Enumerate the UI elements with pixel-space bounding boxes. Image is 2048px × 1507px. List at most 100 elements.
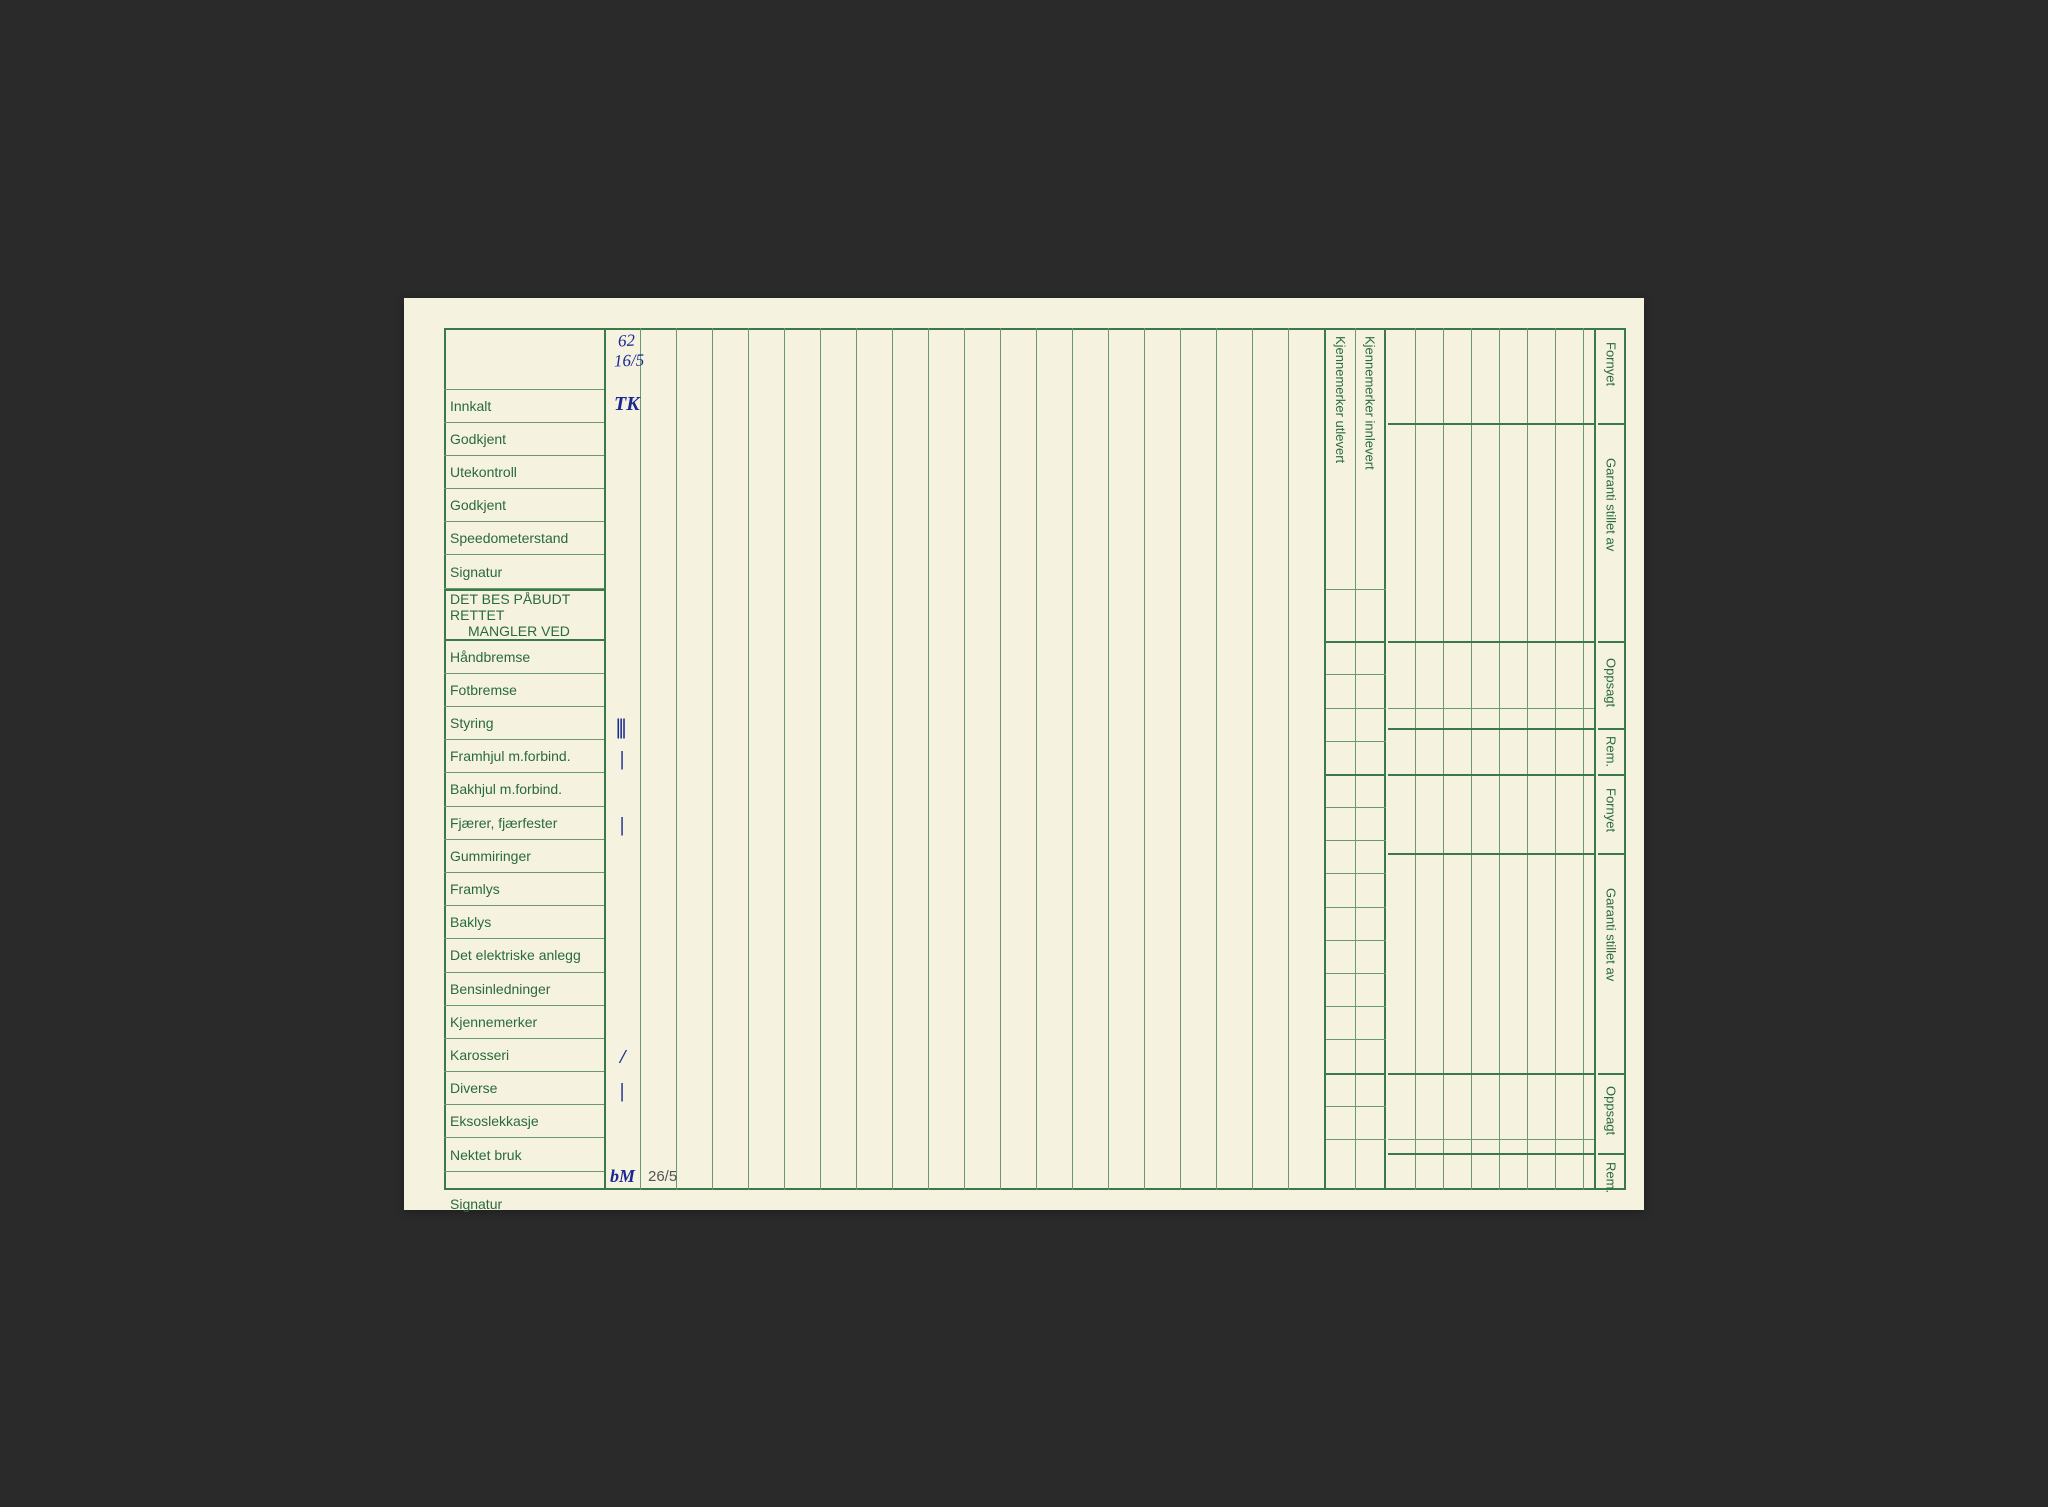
label-eksos: Eksoslekkasje xyxy=(450,1113,539,1129)
vline xyxy=(820,328,821,1190)
label-fotbremse: Fotbremse xyxy=(450,682,517,698)
row-fjaerer: Fjærer, fjærfester xyxy=(444,807,604,840)
rh-block xyxy=(1388,1139,1594,1140)
rh-far xyxy=(1598,1073,1626,1075)
label-godkjent1: Godkjent xyxy=(450,431,506,447)
vline xyxy=(1108,328,1109,1190)
rh xyxy=(1326,1006,1386,1007)
label-speedometer: Speedometerstand xyxy=(450,530,568,546)
row-gummiringer: Gummiringer xyxy=(444,840,604,873)
label-baklys: Baklys xyxy=(450,914,491,930)
rh-far xyxy=(1598,728,1626,730)
row-baklys: Baklys xyxy=(444,906,604,939)
rh xyxy=(1326,1106,1386,1107)
vline xyxy=(748,328,749,1190)
row-bakhjul: Bakhjul m.forbind. xyxy=(444,773,604,806)
vlabel-rem1: Rem. xyxy=(1604,736,1619,767)
vline xyxy=(676,328,677,1190)
label-handbremse: Håndbremse xyxy=(450,649,530,665)
vline-0 xyxy=(604,328,606,1190)
label-diverse: Diverse xyxy=(450,1080,497,1096)
vline xyxy=(1180,328,1181,1190)
section-line1: DET BES PÅBUDT RETTET xyxy=(450,591,604,623)
label-godkjent2: Godkjent xyxy=(450,497,506,513)
right-gridcol xyxy=(1388,328,1416,1190)
hw-signature-date: 26/5 xyxy=(648,1168,677,1185)
row-labels-column: Innkalt Godkjent Utekontroll Godkjent Sp… xyxy=(444,328,604,1190)
rh xyxy=(1326,973,1386,974)
label-gummiringer: Gummiringer xyxy=(450,848,531,864)
vline xyxy=(1000,328,1001,1190)
row-styring: Styring xyxy=(444,707,604,740)
rh-block xyxy=(1388,774,1594,776)
right-label-col: Fornyet Garanti stillet av Oppsagt Rem. … xyxy=(1598,328,1626,1190)
label-elektriske: Det elektriske anlegg xyxy=(450,947,581,963)
right-gridcol xyxy=(1528,328,1556,1190)
row-elektriske: Det elektriske anlegg xyxy=(444,939,604,972)
rh-block xyxy=(1388,1073,1594,1075)
row-karosseri: Karosseri xyxy=(444,1039,604,1072)
rh xyxy=(1326,741,1386,742)
rh xyxy=(1326,1073,1386,1075)
hw-date: 16/5 xyxy=(614,350,645,371)
row-signatur2: Signatur xyxy=(444,1172,604,1216)
right-gridcol xyxy=(1556,328,1584,1190)
rh-far xyxy=(1598,1153,1626,1155)
label-kjennemerker: Kjennemerker xyxy=(450,1014,537,1030)
right-panel: Kjennemerker utlevert Kjennemerker innle… xyxy=(1324,328,1624,1190)
label-karosseri: Karosseri xyxy=(450,1047,509,1063)
rh xyxy=(1326,907,1386,908)
hw-framhjul-mark: | xyxy=(620,748,624,771)
label-nektet: Nektet bruk xyxy=(450,1147,522,1163)
hw-signature: bM xyxy=(610,1166,635,1187)
right-gridcol xyxy=(1584,328,1596,1190)
right-gridcol xyxy=(1444,328,1472,1190)
rh xyxy=(1326,1139,1386,1140)
vertical-gridlines xyxy=(604,328,1324,1190)
hw-diverse-mark: | xyxy=(620,1080,624,1103)
vlabel-fornyet2: Fornyet xyxy=(1604,788,1619,832)
rh xyxy=(1326,940,1386,941)
row-godkjent2: Godkjent xyxy=(444,489,604,522)
rh xyxy=(1326,674,1386,675)
rh-far xyxy=(1598,774,1626,776)
label-bakhjul: Bakhjul m.forbind. xyxy=(450,781,562,797)
vlabel-oppsagt1: Oppsagt xyxy=(1604,658,1619,707)
vlabel-garanti2: Garanti stillet av xyxy=(1604,888,1619,981)
row-speedometer: Speedometerstand xyxy=(444,522,604,555)
vlabel-fornyet1: Fornyet xyxy=(1604,342,1619,386)
vline xyxy=(856,328,857,1190)
right-gridcol xyxy=(1472,328,1500,1190)
vline xyxy=(712,328,713,1190)
label-innkalt: Innkalt xyxy=(450,398,491,414)
vlabel-garanti1: Garanti stillet av xyxy=(1604,458,1619,551)
rh-far xyxy=(1598,423,1626,425)
rh-block xyxy=(1388,853,1594,855)
vline xyxy=(784,328,785,1190)
rh xyxy=(1326,708,1386,709)
hw-fjaerer-mark: | xyxy=(620,814,624,837)
vline-end xyxy=(1324,328,1326,1190)
inspection-card: Innkalt Godkjent Utekontroll Godkjent Sp… xyxy=(404,298,1644,1210)
vlabel-rem2: Rem. xyxy=(1604,1162,1619,1193)
rh xyxy=(1326,1039,1386,1040)
row-nektet: Nektet bruk xyxy=(444,1138,604,1171)
vline xyxy=(892,328,893,1190)
rh-far xyxy=(1598,641,1626,643)
label-styring: Styring xyxy=(450,715,494,731)
rh-block xyxy=(1388,708,1594,709)
vlabel-oppsagt2: Oppsagt xyxy=(1604,1086,1619,1135)
label-utekontroll: Utekontroll xyxy=(450,464,517,480)
row-kjennemerker: Kjennemerker xyxy=(444,1006,604,1039)
label-fjaerer: Fjærer, fjærfester xyxy=(450,815,557,831)
label-framlys: Framlys xyxy=(450,881,500,897)
rh xyxy=(1326,873,1386,874)
row-diverse: Diverse xyxy=(444,1072,604,1105)
rh xyxy=(1326,641,1386,643)
vline xyxy=(640,328,641,1190)
right-gridcol xyxy=(1416,328,1444,1190)
hw-innkalt: TK xyxy=(614,393,640,416)
rh-block xyxy=(1388,728,1594,730)
row-bensin: Bensinledninger xyxy=(444,973,604,1006)
hw-karosseri-mark: / xyxy=(620,1046,626,1069)
